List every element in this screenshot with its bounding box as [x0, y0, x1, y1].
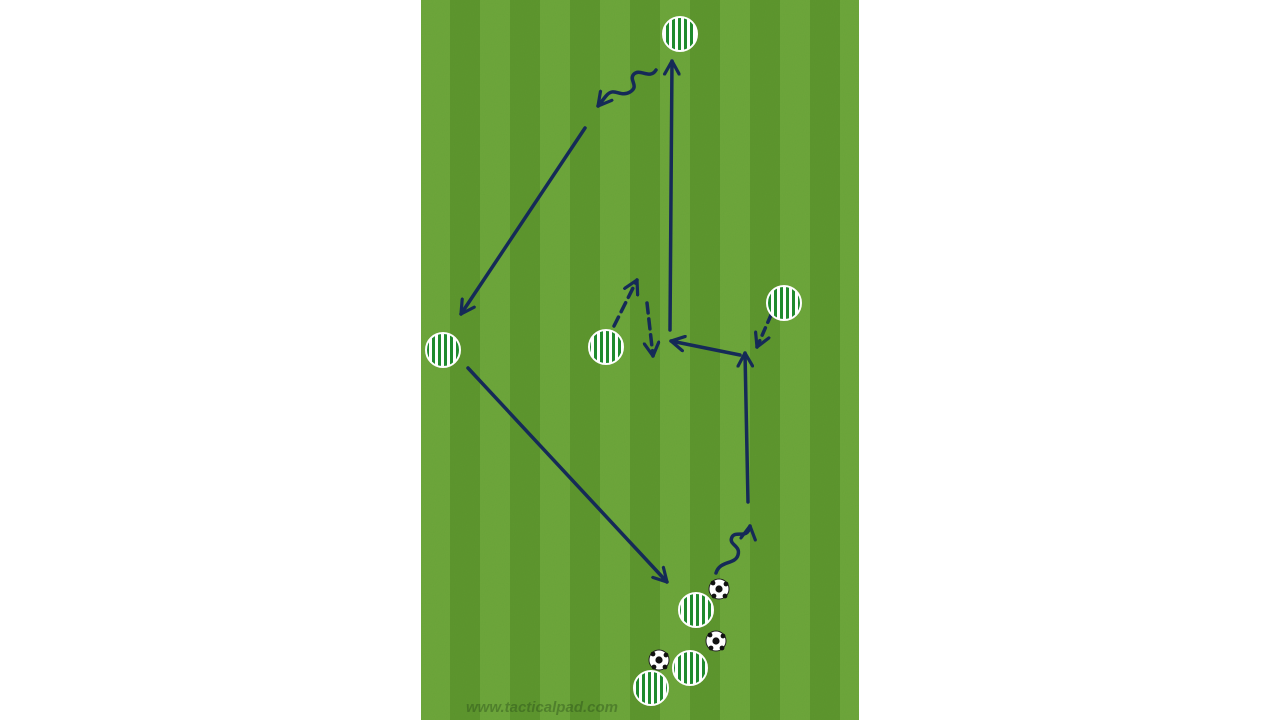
pass-to-center-arrow [669, 341, 742, 357]
queue-player-1 [678, 592, 714, 628]
dribble-start-arrow [714, 524, 750, 575]
striped-player-icon [588, 329, 624, 365]
movements [459, 59, 773, 584]
striped-player-icon [662, 16, 698, 52]
right-check-run-arrow [757, 313, 773, 349]
ball-2 [705, 630, 727, 652]
players [425, 16, 802, 706]
queue-player-3 [633, 670, 669, 706]
soccer-ball-icon [648, 649, 670, 671]
long-pass-up-arrow [670, 59, 672, 332]
check-run-up-arrow [612, 278, 637, 328]
ball-1 [708, 578, 730, 600]
left-wide-player [425, 332, 461, 368]
soccer-ball-icon [705, 630, 727, 652]
center-player [588, 329, 624, 365]
striped-player-icon [672, 650, 708, 686]
dribble-top-arrow [596, 68, 658, 108]
right-player [766, 285, 802, 321]
run-to-right-post-arrow [745, 351, 748, 504]
ball-3 [648, 649, 670, 671]
pitch-texture [421, 0, 859, 720]
top-player [662, 16, 698, 52]
striped-player-icon [766, 285, 802, 321]
pass-to-left-arrow [459, 126, 587, 316]
check-run-down-arrow [647, 301, 653, 358]
striped-player-icon [678, 592, 714, 628]
watermark: www.tacticalpad.com [466, 699, 618, 716]
pass-back-down-arrow [466, 366, 669, 584]
balls [648, 578, 730, 671]
pitch [421, 0, 859, 720]
queue-player-2 [672, 650, 708, 686]
striped-player-icon [425, 332, 461, 368]
striped-player-icon [633, 670, 669, 706]
soccer-ball-icon [708, 578, 730, 600]
